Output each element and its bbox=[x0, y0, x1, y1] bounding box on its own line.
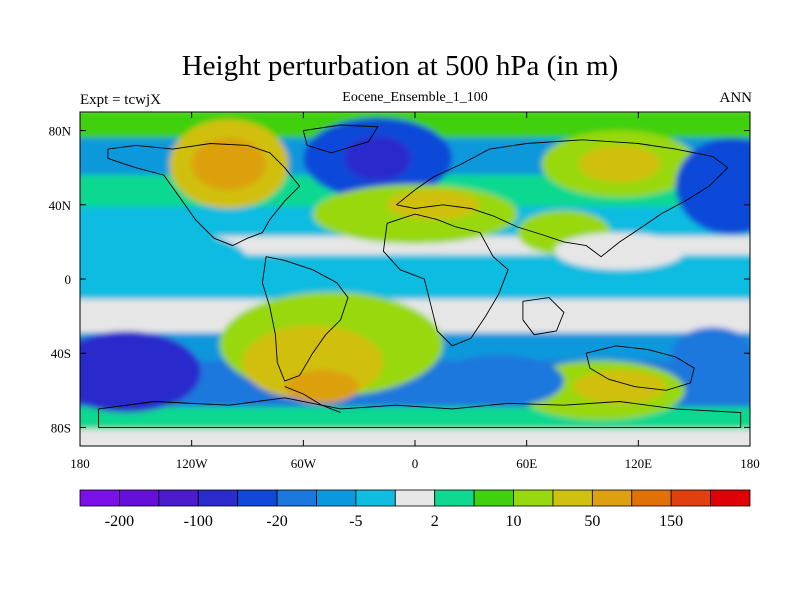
ensemble-label: Eocene_Ensemble_1_100 bbox=[342, 90, 488, 105]
colorbar-label: -20 bbox=[266, 513, 287, 530]
lat-tick-label: 80N bbox=[49, 124, 72, 139]
field-anomaly bbox=[671, 327, 750, 380]
colorbar-swatch bbox=[631, 489, 672, 507]
colorbar-swatch bbox=[434, 489, 475, 507]
colorbar-label: -200 bbox=[105, 513, 134, 530]
coastline bbox=[302, 124, 379, 154]
field-band bbox=[80, 429, 750, 446]
colorbar-swatch bbox=[158, 489, 199, 507]
colorbar: -200 -100 -20 -5 2 10 50 150 bbox=[79, 489, 751, 530]
field-anomaly bbox=[573, 369, 667, 404]
field-anomaly bbox=[191, 137, 267, 190]
colorbar-swatch bbox=[197, 489, 239, 507]
colorbar-label: -5 bbox=[349, 513, 362, 530]
colorbar-swatch bbox=[473, 489, 514, 507]
coastline bbox=[396, 139, 729, 258]
coastline bbox=[585, 345, 695, 391]
colorbar-swatch bbox=[552, 489, 593, 507]
field-anomaly bbox=[578, 145, 661, 183]
colorbar-label: 50 bbox=[584, 513, 600, 530]
colorbar-swatch bbox=[237, 489, 278, 507]
field-anomaly bbox=[675, 137, 750, 235]
colorbar-label: -100 bbox=[184, 513, 213, 530]
field-anomaly bbox=[344, 136, 412, 181]
lon-tick-label: 180 bbox=[740, 456, 760, 471]
colorbar-swatch bbox=[276, 489, 317, 507]
field-anomaly bbox=[80, 227, 248, 294]
lat-tick-label: 40N bbox=[49, 198, 72, 213]
colorbar-label: 2 bbox=[431, 513, 439, 530]
season-label: ANN bbox=[719, 90, 753, 106]
axis-ticks: 180 120W 60W 0 60E 120E 180 80N 40N 0 40S 80S bbox=[49, 112, 760, 471]
lon-tick-label: 60E bbox=[516, 456, 537, 471]
map-title: Height perturbation at 500 hPa (in m) bbox=[181, 50, 619, 82]
coastline bbox=[382, 213, 509, 347]
colorbar-swatch bbox=[79, 489, 120, 507]
colorbar-swatch bbox=[355, 489, 396, 507]
lon-tick-label: 180 bbox=[70, 456, 90, 471]
colorbar-swatch bbox=[316, 489, 357, 507]
field-anomaly bbox=[80, 330, 201, 413]
height-field bbox=[80, 112, 750, 446]
field-anomaly bbox=[284, 369, 360, 404]
coastlines bbox=[98, 124, 742, 428]
lat-tick-label: 80S bbox=[51, 420, 71, 435]
coastline bbox=[98, 397, 742, 428]
colorbar-swatch bbox=[394, 489, 436, 507]
experiment-label: Expt = tcwjX bbox=[80, 92, 161, 108]
colorbar-swatch bbox=[119, 489, 160, 507]
field-anomaly bbox=[387, 189, 481, 220]
colorbar-swatch bbox=[513, 489, 554, 507]
colorbar-label: 150 bbox=[659, 513, 683, 530]
lat-tick-label: 0 bbox=[65, 272, 72, 287]
lon-tick-label: 120W bbox=[176, 456, 209, 471]
colorbar-swatch bbox=[710, 489, 751, 507]
lon-tick-label: 0 bbox=[412, 456, 419, 471]
coastline bbox=[107, 143, 301, 247]
colorbar-swatch bbox=[670, 489, 711, 507]
colorbar-swatch bbox=[591, 489, 633, 507]
lon-tick-label: 60W bbox=[291, 456, 317, 471]
colorbar-label: 10 bbox=[506, 513, 522, 530]
coastline bbox=[522, 297, 565, 336]
coastline bbox=[261, 256, 349, 382]
lon-tick-label: 120E bbox=[625, 456, 653, 471]
lat-tick-label: 40S bbox=[51, 346, 71, 361]
coastline bbox=[284, 386, 341, 414]
field-anomaly bbox=[433, 355, 564, 408]
field-anomaly bbox=[554, 232, 685, 270]
